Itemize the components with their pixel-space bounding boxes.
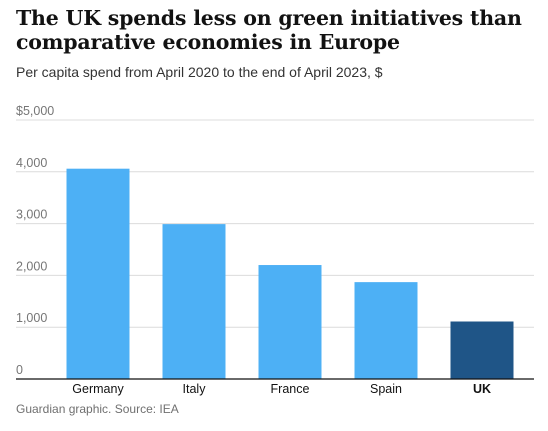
- x-tick-label: France: [271, 382, 310, 396]
- y-tick-label: 0: [16, 363, 23, 377]
- bar-germany: [66, 168, 130, 379]
- chart-footer-source: Guardian graphic. Source: IEA: [16, 402, 179, 416]
- bar-spain: [354, 282, 418, 379]
- chart-title: The UK spends less on green initiatives …: [16, 6, 522, 54]
- x-tick-label: Spain: [370, 382, 402, 396]
- bar-france: [258, 265, 322, 379]
- bar-italy: [162, 224, 226, 379]
- y-tick-label: 2,000: [16, 259, 47, 273]
- y-tick-label: $5,000: [16, 104, 54, 118]
- bar-uk: [450, 321, 514, 379]
- y-tick-label: 3,000: [16, 208, 47, 222]
- y-tick-label: 1,000: [16, 311, 47, 325]
- x-tick-label: UK: [473, 382, 491, 396]
- chart-subtitle: Per capita spend from April 2020 to the …: [16, 64, 383, 80]
- y-tick-label: 4,000: [16, 156, 47, 170]
- x-tick-label: Italy: [183, 382, 207, 396]
- x-tick-label: Germany: [72, 382, 124, 396]
